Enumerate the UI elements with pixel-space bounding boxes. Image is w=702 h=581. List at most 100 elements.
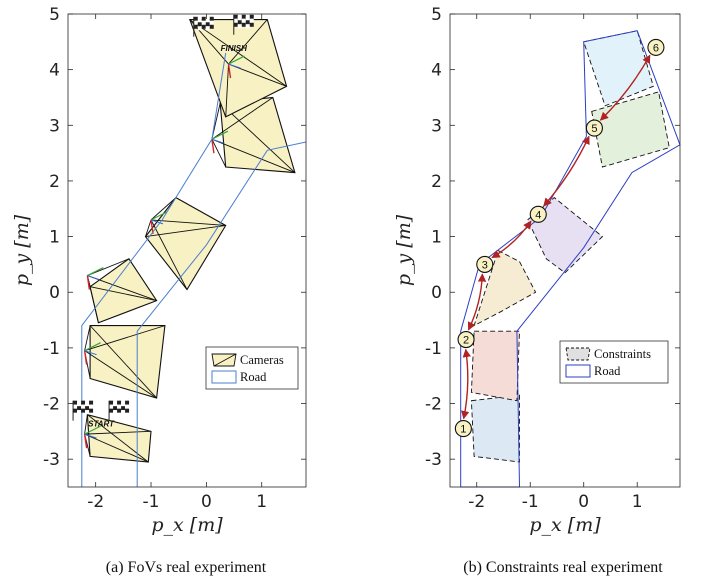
waypoint-5: 5 (585, 119, 603, 137)
waypoint-circle (457, 330, 475, 349)
camera-frame-axes (227, 55, 245, 79)
camera-fov-1 (83, 413, 152, 463)
camera-frame-axes (211, 130, 229, 154)
frame-axis-green (87, 267, 104, 277)
flag-cell (109, 400, 114, 405)
camera-fov-edge (84, 325, 91, 351)
waypoint-label: 4 (535, 209, 541, 221)
y-tick-label: -3 (425, 450, 442, 470)
camera-fov-edge (84, 350, 157, 399)
legend-label-cameras: Cameras (240, 353, 284, 367)
flag-cell (249, 14, 254, 19)
x-axis-label: p_x [m] (151, 514, 223, 536)
waypoint-3: 3 (476, 255, 494, 273)
frame-axis-red (227, 63, 232, 79)
y-tick-label: 2 (431, 172, 442, 192)
y-tick-label: 2 (49, 172, 60, 192)
finish-flag-left-icon (193, 16, 214, 37)
flag-cell (121, 410, 126, 415)
camera-fov-edge (228, 19, 268, 65)
flag-cell (209, 20, 214, 25)
frame-axis-blue (87, 275, 100, 281)
camera-fov-diagonal (145, 225, 226, 238)
flag-cell (121, 406, 126, 411)
waypoint-label: 2 (463, 335, 469, 347)
flag-cell (241, 14, 246, 19)
waypoint-arrow (467, 273, 487, 331)
frame-axis-blue (228, 63, 241, 69)
y-tick-label: 3 (431, 116, 442, 136)
camera-fov-edge (211, 97, 274, 140)
flag-cell (77, 402, 82, 407)
constraint-region-1 (470, 394, 520, 463)
flag-cell (193, 24, 198, 29)
camera-fov-edge (84, 325, 165, 352)
flag-cell (201, 20, 206, 25)
waypoint-label: 6 (653, 42, 659, 54)
flag-cell (77, 410, 82, 415)
frame-axis-blue (211, 138, 225, 144)
constraint-region-2 (470, 330, 520, 402)
flag-cell (113, 402, 118, 407)
caption-b: (b) Constraints real experiment (463, 559, 663, 576)
waypoint-4: 4 (529, 205, 547, 223)
camera-fov-diagonal (87, 414, 149, 463)
flag-cell (109, 408, 114, 413)
camera-fov-3 (86, 258, 158, 324)
frame-axis-red (211, 139, 215, 154)
frame-axis-green (84, 425, 101, 435)
y-tick-label: 5 (431, 5, 442, 25)
legend-label-road: Road (240, 370, 267, 384)
x-axis-label: p_x [m] (529, 514, 601, 536)
y-tick-label: 5 (49, 5, 60, 25)
camera-fov-edge (87, 258, 130, 276)
flag-cell (73, 408, 78, 413)
waypoint-arrow (599, 54, 651, 121)
flag-cell (85, 410, 90, 415)
camera-fov-edge (86, 275, 99, 323)
axes-frame (449, 13, 681, 488)
camera-fov-4 (144, 196, 227, 291)
waypoint-arrow (491, 220, 532, 259)
flag-cell (233, 14, 238, 19)
start-flag-left-icon (72, 400, 94, 421)
camera-fov-edge (150, 197, 177, 221)
finish-label: FINISH (221, 44, 247, 53)
legend-road-swatch (565, 364, 591, 378)
flag-cell (233, 18, 238, 23)
flag-cell (209, 16, 214, 21)
axes-frame (67, 13, 307, 488)
flag-cell (233, 22, 238, 27)
x-tick-label: -1 (522, 492, 539, 512)
flag-cell (81, 408, 86, 413)
camera-fov-edge (150, 219, 188, 290)
flag-cell (237, 16, 242, 21)
constraint-region-3 (473, 249, 537, 327)
waypoint-circle (529, 205, 547, 223)
panel-fovs: START FINISH Cameras Road -2 -1 0 1 -3 -2 -1 0 1 2 3 4 5… (11, 5, 307, 536)
flag-cell (81, 404, 86, 409)
flag-cell (249, 18, 254, 23)
flag-cell (193, 20, 198, 25)
camera-fov-edge (225, 64, 229, 117)
y-tick-label: -3 (43, 450, 60, 470)
flag-cell (197, 18, 202, 23)
frame-axis-blue (84, 433, 97, 439)
x-tick-label: -2 (468, 492, 485, 512)
panel-constraints: 1 2 3 4 5 6 Constraints Road -2 -1 0 1 -3 -2 -1 0 1 2 3 4 5 p… (393, 5, 681, 536)
flag-cell (89, 400, 94, 405)
flag-cell (85, 402, 90, 407)
flag-cell (241, 18, 246, 23)
y-tick-label: -2 (43, 395, 60, 415)
frame-axis-blue (150, 219, 164, 225)
x-tick-label: 0 (578, 492, 589, 512)
flag-cell (205, 26, 210, 31)
legend-label-constraints: Constraints (594, 347, 651, 361)
flag-cell (197, 22, 202, 27)
road-right-edge (136, 141, 307, 487)
flag-cell (85, 406, 90, 411)
flag-cell (193, 16, 198, 21)
waypoint-circle (454, 420, 472, 438)
x-tick-label: 1 (256, 492, 267, 512)
frame-axis-green (150, 211, 168, 221)
